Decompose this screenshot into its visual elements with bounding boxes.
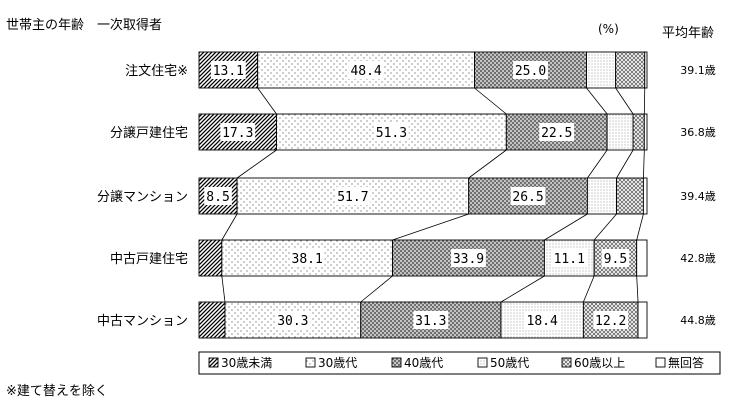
legend-label: 30歳代 <box>318 356 357 370</box>
bar-segment-50歳代 <box>586 177 617 215</box>
legend-swatch <box>655 357 666 368</box>
data-label-bg <box>551 249 587 267</box>
data-label-bg <box>539 123 575 141</box>
bar-segment-無回答 <box>637 301 648 339</box>
data-label-bg <box>451 249 486 267</box>
category-label: 分譲マンション <box>97 189 188 205</box>
average-age-value: 39.4歳 <box>680 190 716 203</box>
connector-line <box>221 275 226 303</box>
data-label: 25.0 <box>515 64 546 79</box>
data-label-bg <box>210 61 246 79</box>
bar-segment-50歳代 <box>586 51 617 89</box>
legend-label: 無回答 <box>668 355 704 370</box>
data-label: 17.3 <box>222 126 253 141</box>
legend-swatch <box>391 357 402 368</box>
data-label-bg <box>513 61 548 79</box>
connector-line <box>392 213 469 241</box>
data-label-bg <box>275 311 311 329</box>
data-label: 33.9 <box>453 252 484 267</box>
bar-segment-無回答 <box>644 51 648 89</box>
legend-swatch <box>561 357 572 368</box>
connector-line <box>587 149 608 179</box>
connector-line <box>360 275 393 303</box>
data-label-bg <box>335 187 371 205</box>
data-label-bg <box>593 311 629 329</box>
bar-segment-無回答 <box>636 239 648 277</box>
data-label: 30.3 <box>277 314 308 329</box>
data-label-bg <box>510 187 546 205</box>
legend-label: 60歳以上 <box>574 356 625 370</box>
legend-label: 40歳代 <box>404 356 443 370</box>
data-label: 8.5 <box>206 190 229 205</box>
data-label-bg <box>204 187 232 205</box>
bar-segment-60歳以上 <box>615 51 646 89</box>
connector-line <box>583 275 595 303</box>
category-label: 中古戸建住宅 <box>110 252 188 267</box>
data-label-bg <box>348 61 384 79</box>
connector-line <box>616 149 634 179</box>
average-age-value: 36.8歳 <box>680 126 716 139</box>
connector-line <box>236 149 277 179</box>
legend-label: 50歳代 <box>490 356 529 370</box>
connector-line <box>468 149 507 179</box>
connector-line <box>544 213 588 241</box>
connector-line <box>500 275 545 303</box>
bar-segment-60歳以上 <box>632 113 645 151</box>
data-label: 13.1 <box>213 64 244 79</box>
connector-line <box>636 213 644 241</box>
legend-label: 30歳未満 <box>221 356 272 370</box>
legend-swatch <box>305 357 316 368</box>
data-label-bg <box>220 123 256 141</box>
data-label-bg <box>374 123 409 141</box>
connector-line <box>586 87 608 115</box>
footnote: ※建て替えを除く <box>6 384 108 399</box>
connector-line <box>593 213 617 241</box>
data-label-bg <box>289 249 325 267</box>
chart-title: 世帯主の年齢 一次取得者 <box>6 18 163 33</box>
average-age-header: 平均年齢 <box>662 26 715 41</box>
bar-segment-30歳未満 <box>198 301 226 339</box>
data-label: 26.5 <box>512 190 543 205</box>
connector-line <box>221 213 238 241</box>
data-label: 9.5 <box>604 252 627 267</box>
legend-swatch <box>477 357 488 368</box>
data-label: 38.1 <box>292 252 323 267</box>
category-label: 注文住宅※ <box>125 64 188 79</box>
connector-line <box>615 87 634 115</box>
data-label: 51.3 <box>376 126 407 141</box>
bar-segment-無回答 <box>642 177 648 215</box>
average-age-value: 44.8歳 <box>680 314 716 327</box>
connector-line <box>474 87 507 115</box>
data-label-bg <box>524 311 560 329</box>
legend-box <box>198 351 721 375</box>
data-label-bg <box>413 311 449 329</box>
bar-segment-30歳未満 <box>198 239 223 277</box>
data-label: 22.5 <box>541 126 572 141</box>
connector-line <box>257 87 277 115</box>
data-label-bg <box>601 249 630 267</box>
unit-label: (%) <box>598 22 619 36</box>
bar-segment-60歳以上 <box>616 177 644 215</box>
data-label: 18.4 <box>527 314 558 329</box>
data-label: 48.4 <box>350 64 381 79</box>
data-label: 12.2 <box>595 314 626 329</box>
data-label: 11.1 <box>554 252 585 267</box>
average-age-value: 39.1歳 <box>680 64 716 77</box>
category-label: 中古マンション <box>97 314 188 329</box>
connector-line <box>643 149 645 179</box>
legend-swatch <box>208 357 219 368</box>
category-label: 分譲戸建住宅 <box>110 125 188 141</box>
connector-line <box>636 275 639 303</box>
bar-segment-無回答 <box>643 113 648 151</box>
average-age-value: 42.8歳 <box>680 252 716 265</box>
data-label: 51.7 <box>337 190 368 205</box>
data-label: 31.3 <box>415 314 446 329</box>
bar-segment-50歳代 <box>606 113 634 151</box>
